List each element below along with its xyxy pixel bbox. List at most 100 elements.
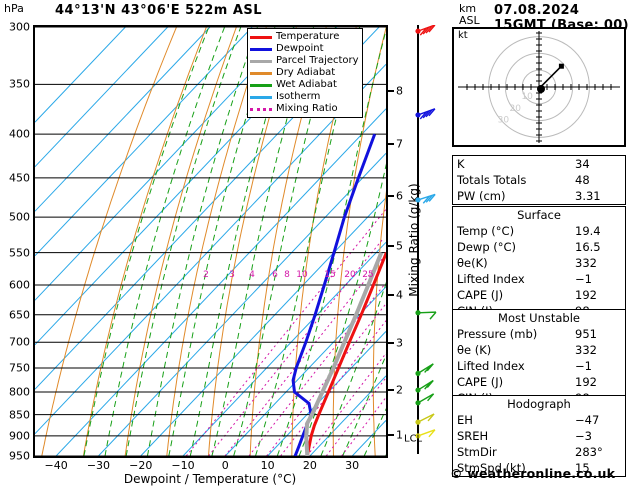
stat-row: SREH −3	[453, 428, 625, 444]
pressure-tick: 700	[9, 335, 30, 349]
stat-value: 34	[575, 157, 590, 171]
stat-label: Lifted Index	[457, 272, 525, 286]
panel-title: Hodograph	[507, 397, 571, 411]
altitude-tick-mark	[388, 434, 394, 437]
altitude-tick-mark	[388, 294, 394, 296]
pressure-tick: 900	[9, 429, 30, 443]
altitude-tick-mark	[388, 388, 394, 391]
stat-value: 192	[575, 288, 597, 302]
stat-label: StmSpd (kt)	[457, 461, 526, 475]
pressure-tick: 350	[9, 77, 30, 91]
svg-text:10: 10	[521, 92, 533, 102]
altitude-tick-mark	[388, 341, 394, 344]
altitude-tick-mark	[388, 244, 394, 247]
legend-swatch	[250, 47, 272, 51]
stat-row: StmSpd (kt) 15	[453, 460, 625, 476]
stat-row: Totals Totals 48	[453, 172, 625, 188]
svg-text:2: 2	[203, 270, 209, 280]
legend-item: Dry Adiabat	[250, 67, 359, 79]
svg-text:3: 3	[229, 270, 235, 280]
svg-text:20: 20	[344, 270, 356, 280]
stat-label: PW (cm)	[457, 189, 506, 203]
pressure-tick: 800	[9, 385, 30, 399]
stat-row: K 34	[453, 156, 625, 172]
altitude-tick-mark	[388, 142, 394, 145]
pressure-tick: 750	[9, 361, 30, 375]
legend-label: Parcel Trajectory	[276, 55, 359, 66]
stat-label: K	[457, 157, 465, 171]
stat-row: θe (K) 332	[453, 342, 625, 358]
page-title: 44°13'N 43°06'E 522m ASL	[55, 3, 263, 18]
stat-value: 951	[575, 327, 597, 341]
altitude-tick: 2	[396, 383, 403, 397]
stat-label: θe (K)	[457, 343, 492, 357]
hodograph-stats-panel: Hodograph EH −47 SREH −3 StmDir 283° StmSpd (kt…	[452, 395, 626, 477]
stat-value: 19.4	[575, 224, 601, 238]
svg-text:6: 6	[272, 270, 278, 280]
stat-row: Lifted Index −1	[453, 358, 625, 374]
altitude-tick: 8	[396, 84, 403, 98]
asl-unit-label: ASL	[459, 14, 480, 27]
stat-row: PW (cm) 3.31	[453, 188, 625, 204]
pressure-tick: 400	[9, 127, 30, 141]
legend-label: Mixing Ratio	[276, 103, 338, 114]
temperature-tick: 30	[345, 459, 360, 472]
stat-value: −3	[575, 429, 592, 443]
legend-swatch	[250, 107, 272, 111]
legend-swatch	[250, 83, 272, 87]
altitude-tick: 7	[396, 137, 403, 151]
pressure-tick: 450	[9, 171, 30, 185]
stat-row: CAPE (J) 192	[453, 374, 625, 390]
legend-swatch	[250, 95, 272, 99]
svg-text:30: 30	[498, 116, 510, 126]
stat-row: CAPE (J) 192	[453, 287, 625, 303]
pressure-tick: 950	[9, 449, 30, 463]
altitude-tick-mark	[388, 194, 394, 197]
indices-panel: K 34 Totals Totals 48 PW (cm) 3.31	[452, 155, 626, 205]
pressure-tick: 650	[9, 308, 30, 322]
stat-label: CAPE (J)	[457, 288, 504, 302]
pressure-tick: 600	[9, 278, 30, 292]
copyright-label: © weatheronline.co.uk	[450, 466, 616, 481]
stat-label: StmDir	[457, 445, 497, 459]
legend-item: Wet Adiabat	[250, 79, 359, 91]
stat-label: Temp (°C)	[457, 224, 515, 238]
stat-value: 192	[575, 375, 597, 389]
surface-panel: Surface Temp (°C) 19.4 Dewp (°C) 16.5 θe(K) 33…	[452, 206, 626, 320]
stat-value: −1	[575, 359, 592, 373]
stat-label: Pressure (mb)	[457, 327, 538, 341]
stat-row: Lifted Index −1	[453, 271, 625, 287]
legend-swatch	[250, 71, 272, 75]
stat-label: EH	[457, 413, 473, 427]
x-axis-label: Dewpoint / Temperature (°C)	[123, 472, 297, 486]
stat-value: −47	[575, 413, 600, 427]
pressure-tick: 550	[9, 246, 30, 260]
stat-row: StmDir 283°	[453, 444, 625, 460]
stat-value: 48	[575, 173, 590, 187]
svg-text:4: 4	[249, 270, 255, 280]
svg-text:20: 20	[510, 104, 522, 114]
legend-label: Isotherm	[276, 91, 321, 102]
temperature-tick: −40	[44, 459, 68, 472]
svg-text:15: 15	[324, 270, 335, 280]
stat-label: Totals Totals	[457, 173, 527, 187]
stat-value: 3.31	[575, 189, 601, 203]
svg-text:10: 10	[296, 270, 308, 280]
hodograph-unit-label: kt	[458, 30, 468, 41]
hodograph-plot: kt 10 20 30	[452, 27, 626, 147]
altitude-tick: 1	[396, 428, 403, 442]
km-unit-label: km	[459, 2, 477, 15]
pressure-tick: 300	[9, 20, 30, 34]
temperature-tick: −30	[86, 459, 111, 472]
pressure-tick: 850	[9, 408, 30, 422]
stat-label: CAPE (J)	[457, 375, 504, 389]
stat-row: Dewp (°C) 16.5	[453, 239, 625, 255]
temperature-tick: −20	[129, 459, 153, 472]
stat-label: θe(K)	[457, 256, 488, 270]
legend-swatch	[250, 59, 272, 63]
panel-title: Surface	[517, 208, 561, 222]
stat-value: 332	[575, 256, 597, 270]
panel-title: Most Unstable	[498, 311, 580, 325]
temperature-tick: 10	[260, 459, 275, 472]
stat-value: 15	[575, 461, 590, 475]
